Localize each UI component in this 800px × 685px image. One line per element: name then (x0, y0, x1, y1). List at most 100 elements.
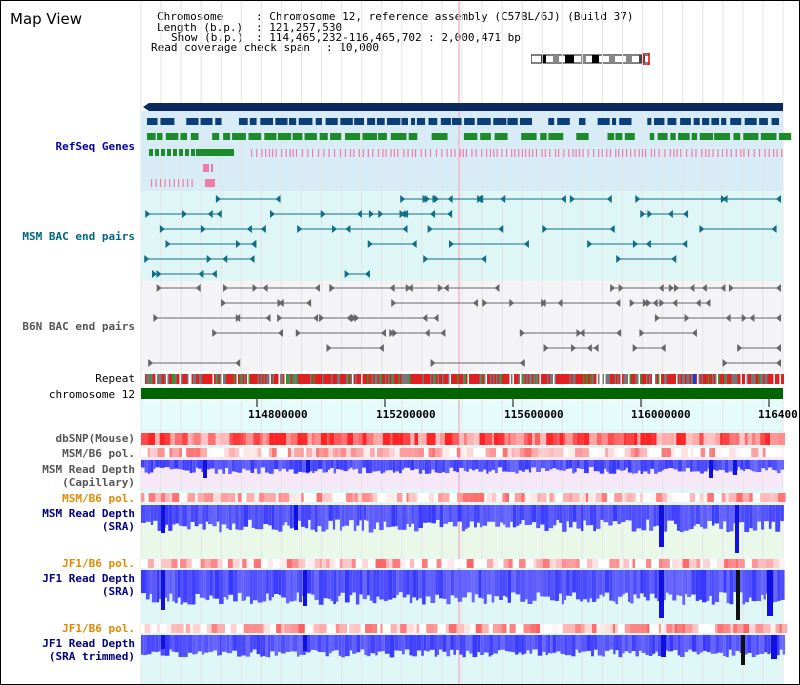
bac-end-marker (433, 314, 439, 322)
repeat-bar (392, 374, 394, 384)
depth-spike (294, 505, 298, 530)
depth-bar (431, 460, 435, 470)
depth-bar (245, 570, 251, 597)
depth-bar (526, 635, 530, 651)
gene-tick (622, 149, 624, 157)
genome-track-panel[interactable] (139, 1, 799, 684)
gene-tick (411, 149, 413, 157)
pol-bar (303, 448, 307, 457)
msm-bac-label[interactable]: MSM BAC end pairs (22, 230, 135, 243)
refseq-genes-label[interactable]: RefSeq Genes (55, 140, 135, 153)
depth-bar (168, 505, 173, 531)
gene-tick (164, 179, 166, 187)
pol-bar (656, 493, 663, 502)
depth-bar (298, 570, 303, 603)
gene-tick (465, 149, 467, 157)
repeat-bar (338, 374, 340, 384)
repeat-bar (451, 374, 453, 384)
depth-bar (700, 460, 705, 474)
pol-bar (217, 624, 225, 633)
depth-bar (633, 570, 637, 595)
pol-bar (497, 559, 504, 568)
b6n-bac-label[interactable]: B6N BAC end pairs (22, 320, 135, 333)
pol-bar (418, 433, 422, 445)
depth-bar (701, 570, 707, 603)
repeat-bar (407, 374, 409, 384)
depth-bar (306, 570, 312, 594)
pol-bar (546, 433, 554, 445)
pol-bar (713, 493, 722, 502)
pol-bar (700, 559, 703, 568)
gene-block (519, 118, 533, 125)
repeat-bar (188, 374, 190, 384)
depth-bar (167, 570, 170, 602)
depth-bar (682, 570, 686, 605)
pol-bar (504, 433, 509, 445)
pol-bar (722, 433, 730, 445)
jf1-depth-sra-label-1[interactable]: JF1 Read Depth (42, 572, 135, 585)
gene-tick (634, 149, 636, 157)
pol-bar (370, 448, 375, 457)
depth-bar (349, 635, 353, 651)
jf1-depth-trim-label-1[interactable]: JF1 Read Depth (42, 637, 135, 650)
gene-block (576, 133, 589, 140)
depth-bar (317, 635, 322, 652)
repeat-bar (278, 374, 280, 384)
depth-bar (586, 635, 592, 651)
bac-end-marker (277, 314, 283, 322)
depth-bar (512, 635, 516, 653)
pol-bar (624, 493, 627, 502)
depth-bar (668, 570, 673, 595)
repeat-bar (293, 374, 295, 384)
depth-bar (528, 460, 532, 473)
dbsnp-label[interactable]: dbSNP(Mouse) (55, 432, 135, 445)
depth-bar (561, 570, 564, 605)
msm-depth-sra-label-2: (SRA) (101, 520, 135, 533)
pol-bar (426, 624, 434, 633)
depth-bar (536, 570, 541, 593)
pol-bar (157, 624, 160, 633)
pol-bar (489, 448, 497, 457)
repeat-bar (670, 374, 672, 384)
jf1-b6-pol-label-1[interactable]: JF1/B6 pol. (62, 557, 135, 570)
msm-depth-cap-label-1[interactable]: MSM Read Depth (42, 463, 135, 476)
pol-bar (417, 493, 422, 502)
repeat-bar (458, 374, 460, 384)
pol-bar (218, 448, 224, 457)
repeat-bar (266, 374, 268, 384)
pol-bar (224, 624, 231, 633)
pol-bar (549, 559, 556, 568)
pol-bar (334, 433, 342, 445)
repeat-bar (533, 374, 535, 384)
gene-tick (712, 149, 714, 157)
pol-bar (715, 448, 723, 457)
depth-bar (608, 505, 613, 526)
depth-bar (466, 460, 469, 472)
repeat-bar (302, 374, 304, 384)
pol-bar (466, 559, 474, 568)
repeat-bar (671, 374, 673, 384)
depth-bar (593, 460, 598, 472)
jf1-b6-pol-label-2[interactable]: JF1/B6 pol. (62, 622, 135, 635)
pol-bar (566, 559, 571, 568)
pol-bar (179, 493, 182, 502)
bac-end-marker (319, 314, 325, 322)
depth-bar (477, 635, 481, 653)
msm-b6-pol-label-2[interactable]: MSM/B6 pol. (62, 492, 135, 505)
pol-bar (730, 624, 734, 633)
depth-bar (724, 460, 729, 473)
pol-bar (166, 624, 172, 633)
msm-b6-pol-label-1[interactable]: MSM/B6 pol. (62, 447, 135, 460)
pol-bar (424, 448, 429, 457)
depth-bar (744, 505, 750, 532)
pol-bar (341, 433, 345, 445)
msm-depth-sra-label-1[interactable]: MSM Read Depth (42, 507, 135, 520)
pol-bar (276, 624, 282, 633)
pol-bar (751, 433, 756, 445)
gene-tick (182, 179, 184, 187)
repeat-bar (380, 374, 382, 384)
depth-bar (562, 505, 567, 532)
gene-block (319, 133, 328, 140)
pol-bar (536, 559, 543, 568)
pol-bar (747, 433, 752, 445)
